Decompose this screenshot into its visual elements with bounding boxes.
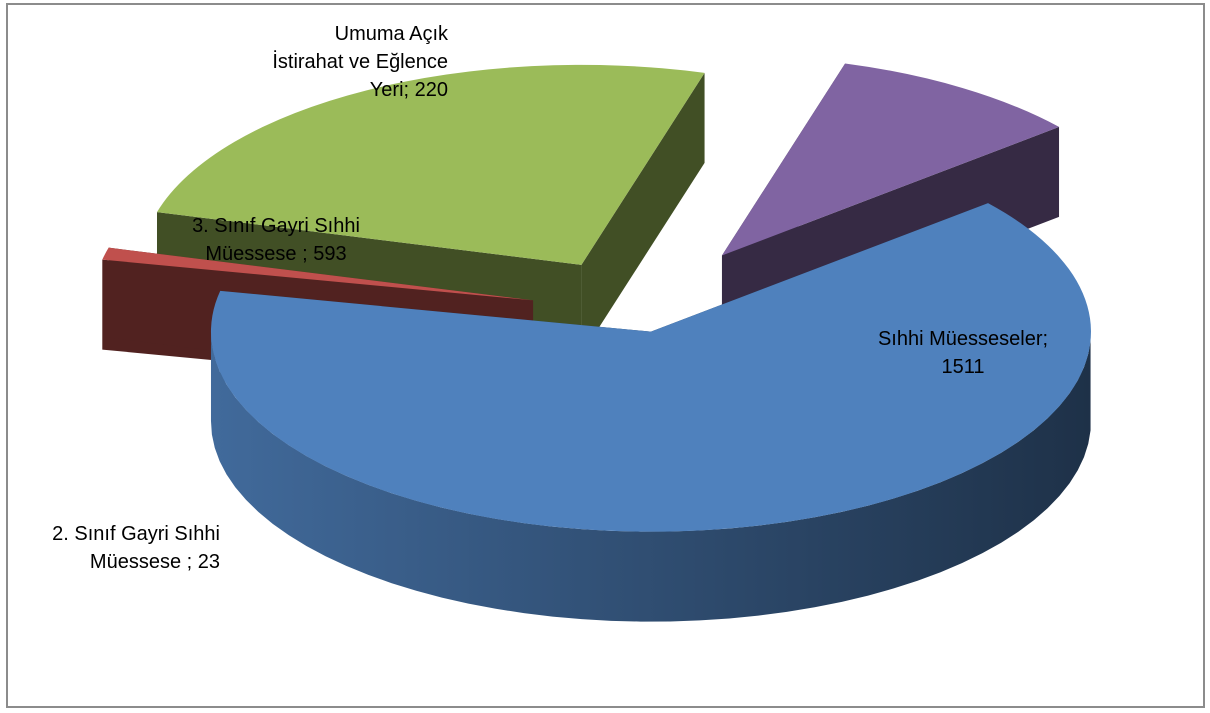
slice-top <box>210 203 1091 532</box>
pie-slice-s-hhi-m-esseseler <box>210 203 1091 622</box>
label-umuma-acik: Umuma Açık İstirahat ve Eğlence Yeri; 22… <box>272 23 448 101</box>
label-2-sinif: 2. Sınıf Gayri Sıhhi Müessese ; 23 <box>52 523 220 573</box>
pie-slice-3-s-n-f-gayri-s-hhi-m-essese <box>156 64 705 355</box>
slice-top <box>156 64 705 265</box>
slice-outer-wall <box>210 331 1091 622</box>
label-3-sinif: 3. Sınıf Gayri Sıhhi Müessese ; 593 <box>192 215 360 265</box>
slice-top <box>721 63 1060 256</box>
slice-top <box>102 247 534 301</box>
label-sihhi-muesseseler: Sıhhi Müesseseler; 1511 <box>877 328 1049 378</box>
slice-side-wall <box>581 72 705 355</box>
